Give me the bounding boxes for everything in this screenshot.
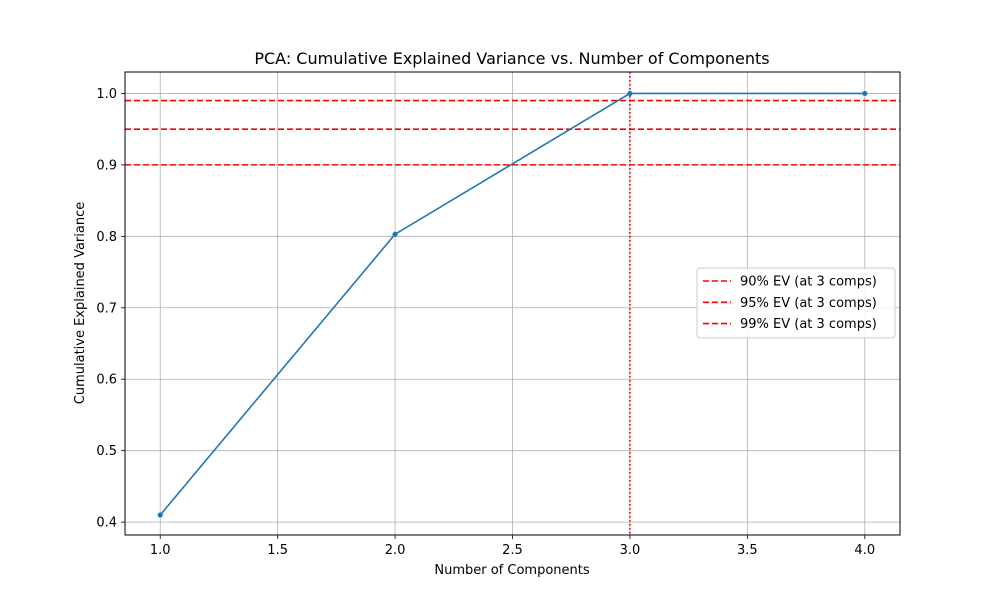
x-tick-label: 1.0 [150,543,171,558]
data-point [157,512,163,518]
x-axis-title: Number of Components [434,563,589,578]
x-tick-label: 3.5 [737,543,758,558]
y-tick-label: 0.7 [96,301,117,316]
y-axis-title: Cumulative Explained Variance [73,202,88,404]
legend-label: 95% EV (at 3 comps) [740,296,877,311]
y-tick-label: 0.4 [96,516,117,531]
data-point [627,90,633,97]
x-tick-label: 4.0 [854,543,875,558]
x-tick-label: 2.5 [502,543,523,558]
legend: 90% EV (at 3 comps) 95% EV (at 3 comps) 99… [696,267,896,339]
y-tick-label: 0.9 [96,158,117,173]
x-tick-label: 3.0 [620,543,641,558]
y-tick-label: 0.5 [96,444,117,459]
x-tick-label: 2.0 [385,543,406,558]
x-tick-label: 1.5 [267,543,288,558]
y-tick-label: 0.6 [96,373,117,388]
reference-lines-layer [125,72,900,535]
chart-title: PCA: Cumulative Explained Variance vs. N… [254,49,769,68]
y-tick-label: 0.8 [96,230,117,245]
legend-box [696,267,896,339]
cumulative-variance-line [159,92,865,516]
y-tick-label: 1.0 [96,87,117,102]
legend-label: 90% EV (at 3 comps) [740,275,877,290]
data-point [862,90,868,97]
data-point [392,231,398,237]
legend-label: 99% EV (at 3 comps) [740,317,877,332]
ticks-layer: 1.0 1.5 2.0 2.5 3.0 3.5 4.0 0.4 0.5 0.6 0.7 0.8 0.9 1… [96,87,875,558]
series-layer [157,90,868,518]
